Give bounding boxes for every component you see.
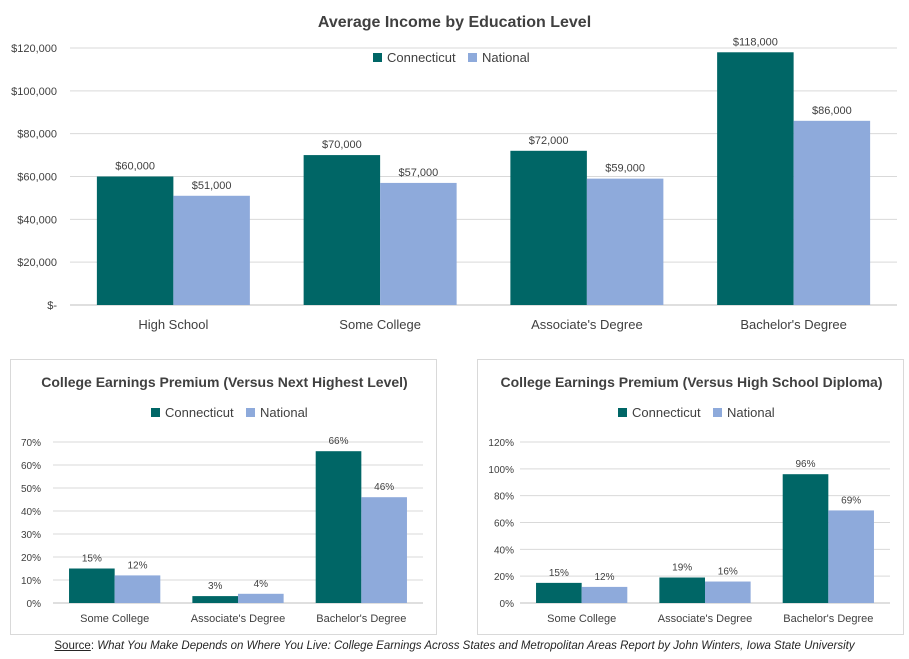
bar-national-bachelor-s-degree [793, 120, 871, 305]
data-label-connecticut-bachelor-s-degree: 66% [329, 436, 349, 447]
data-label-national-bachelor-s-degree: $86,000 [812, 105, 852, 117]
legend-swatch-connecticut [373, 53, 382, 62]
chart-premium-high-school: College Earnings Premium (Versus High Sc… [477, 359, 904, 635]
y-tick-label: 20% [21, 553, 41, 564]
legend-label-connecticut: Connecticut [165, 405, 234, 420]
category-label-high-school: High School [138, 317, 208, 332]
y-tick-label: 0% [27, 599, 42, 610]
bar-connecticut-high-school [96, 176, 174, 305]
bar-national-some-college [380, 182, 457, 305]
legend-label-national: National [260, 405, 308, 420]
y-tick-label: $40,000 [17, 214, 57, 226]
y-tick-label: $- [47, 300, 57, 312]
bar-national-bachelor-s-degree [828, 510, 874, 603]
data-label-national-associate-s-degree: $59,000 [605, 163, 645, 175]
bar-connecticut-bachelor-s-degree [315, 451, 362, 603]
legend-label-connecticut: Connecticut [387, 50, 456, 65]
data-label-national-some-college: 12% [127, 560, 147, 571]
bar-national-bachelor-s-degree [361, 497, 407, 603]
bar-connecticut-associate-s-degree [659, 577, 705, 603]
y-tick-label: 0% [500, 599, 515, 610]
bar-national-some-college [114, 575, 161, 603]
y-tick-label: 50% [21, 484, 41, 495]
bar-connecticut-associate-s-degree [510, 150, 587, 305]
data-label-connecticut-high-school: $60,000 [115, 161, 155, 173]
data-label-connecticut-associate-s-degree: $72,000 [529, 135, 569, 147]
category-label-some-college: Some College [339, 317, 421, 332]
bar-national-high-school [173, 195, 250, 305]
y-tick-label: 30% [21, 530, 41, 541]
bar-connecticut-some-college [69, 568, 115, 603]
category-label-associate-s-degree: Associate's Degree [658, 613, 752, 625]
y-tick-label: $80,000 [17, 129, 57, 141]
y-tick-label: 100% [488, 465, 514, 476]
data-label-connecticut-associate-s-degree: 3% [208, 581, 223, 592]
legend-label-national: National [482, 50, 530, 65]
source-label: Source [54, 640, 91, 652]
legend-swatch-national [713, 408, 722, 417]
y-tick-label: 40% [494, 545, 514, 556]
category-label-associate-s-degree: Associate's Degree [531, 317, 643, 332]
y-tick-label: 80% [494, 492, 514, 503]
category-label-associate-s-degree: Associate's Degree [191, 613, 285, 625]
y-tick-label: 20% [494, 572, 514, 583]
data-label-national-some-college: 12% [594, 572, 614, 583]
bar-national-associate-s-degree [705, 581, 751, 603]
chart-svg: College Earnings Premium (Versus High Sc… [488, 374, 890, 625]
bar-connecticut-some-college [303, 155, 381, 305]
data-label-national-associate-s-degree: 4% [254, 579, 269, 590]
data-label-national-high-school: $51,000 [192, 180, 232, 192]
y-tick-label: $20,000 [17, 257, 57, 269]
bar-connecticut-some-college [536, 582, 582, 603]
chart-premium-next-level: College Earnings Premium (Versus Next Hi… [10, 359, 437, 635]
data-label-connecticut-bachelor-s-degree: $118,000 [733, 36, 778, 48]
bar-national-associate-s-degree [238, 593, 284, 603]
category-label-bachelor-s-degree: Bachelor's Degree [740, 317, 847, 332]
bar-national-some-college [581, 586, 628, 603]
y-tick-label: 120% [488, 438, 514, 449]
category-label-bachelor-s-degree: Bachelor's Degree [783, 613, 873, 625]
chart-title: College Earnings Premium (Versus Next Hi… [41, 374, 407, 390]
source-note: Source: What You Make Depends on Where Y… [0, 640, 909, 652]
data-label-connecticut-some-college: $70,000 [322, 139, 362, 151]
data-label-national-bachelor-s-degree: 46% [374, 482, 394, 493]
category-label-some-college: Some College [547, 613, 616, 625]
bar-connecticut-associate-s-degree [192, 596, 238, 603]
y-tick-label: $120,000 [11, 43, 57, 55]
category-label-some-college: Some College [80, 613, 149, 625]
chart-svg: College Earnings Premium (Versus Next Hi… [21, 374, 423, 625]
data-label-connecticut-some-college: 15% [549, 568, 569, 579]
chart-svg: Average Income by Education Level Connect… [11, 14, 897, 332]
bar-connecticut-bachelor-s-degree [782, 474, 829, 603]
legend-swatch-connecticut [618, 408, 627, 417]
source-separator: : [90, 640, 98, 652]
bar-national-associate-s-degree [586, 178, 664, 305]
data-label-connecticut-associate-s-degree: 19% [672, 563, 692, 574]
data-label-national-associate-s-degree: 16% [718, 567, 738, 578]
data-label-connecticut-some-college: 15% [82, 554, 102, 565]
legend-label-national: National [727, 405, 775, 420]
legend-swatch-national [468, 53, 477, 62]
chart-average-income: Average Income by Education Level Connect… [11, 14, 897, 332]
bar-connecticut-bachelor-s-degree [717, 52, 794, 306]
chart-title: Average Income by Education Level [318, 14, 591, 31]
data-label-national-some-college: $57,000 [398, 167, 438, 179]
source-text: What You Make Depends on Where You Live:… [97, 640, 855, 652]
data-label-national-bachelor-s-degree: 69% [841, 495, 861, 506]
y-tick-label: 10% [21, 576, 41, 587]
category-label-bachelor-s-degree: Bachelor's Degree [316, 613, 406, 625]
y-tick-label: 70% [21, 438, 41, 449]
legend-swatch-connecticut [151, 408, 160, 417]
data-label-connecticut-bachelor-s-degree: 96% [796, 459, 816, 470]
y-tick-label: 40% [21, 507, 41, 518]
legend-label-connecticut: Connecticut [632, 405, 701, 420]
y-tick-label: $100,000 [11, 86, 57, 98]
legend-swatch-national [246, 408, 255, 417]
chart-title: College Earnings Premium (Versus High Sc… [501, 374, 883, 390]
y-tick-label: 60% [21, 461, 41, 472]
y-tick-label: 60% [494, 519, 514, 530]
y-tick-label: $60,000 [17, 172, 57, 184]
